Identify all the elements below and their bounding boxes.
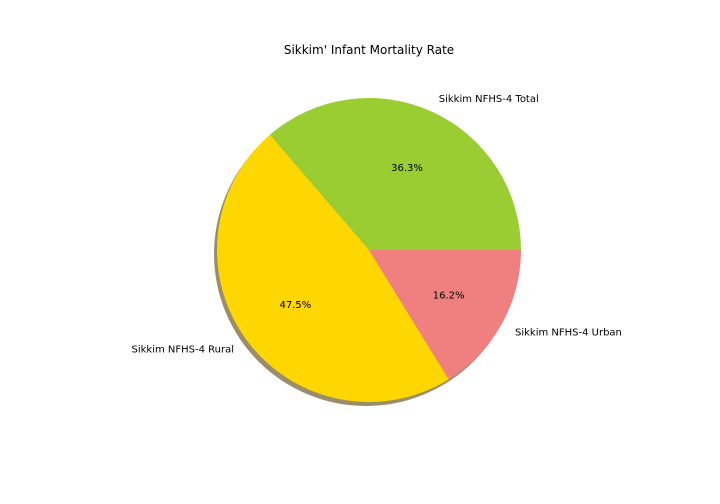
pie-slice-sikkim-nfhs-4-urban <box>369 250 521 380</box>
pie-category-label: Sikkim NFHS-4 Urban <box>515 327 622 338</box>
pie-slices <box>216 97 521 403</box>
pie-pct-label: 47.5% <box>279 300 311 311</box>
chart-title: Sikkim' Infant Mortality Rate <box>284 43 454 57</box>
pie-pct-label: 36.3% <box>391 163 423 174</box>
pie-category-label: Sikkim NFHS-4 Total <box>439 94 539 105</box>
pie-slice-sikkim-nfhs-4-rural <box>216 134 449 403</box>
pie-pct-label: 16.2% <box>433 290 465 301</box>
pie-labels: 36.3% Sikkim NFHS-4 Total 47.5% Sikkim NFHS… <box>132 94 622 356</box>
pie-slice-sikkim-nfhs-4-total <box>269 97 521 250</box>
pie-category-label: Sikkim NFHS-4 Rural <box>132 345 235 356</box>
